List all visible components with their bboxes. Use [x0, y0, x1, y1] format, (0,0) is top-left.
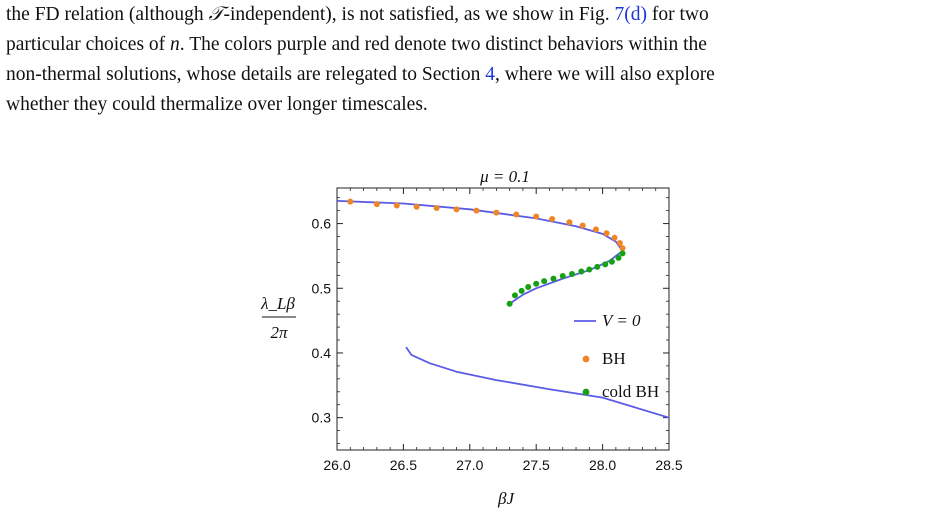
legend-label: V = 0: [602, 311, 641, 330]
bh-point: [453, 206, 460, 213]
legend-label: BH: [602, 349, 626, 368]
cold-bh-point: [578, 268, 585, 275]
cold-bh-point: [619, 250, 626, 257]
bh-point: [373, 201, 380, 208]
bh-point: [592, 226, 599, 233]
x-tick-label: 27.0: [456, 457, 483, 473]
y-tick-label: 0.3: [312, 410, 332, 426]
bh-point: [413, 203, 420, 210]
figure-reference-link[interactable]: 7(d): [614, 4, 648, 25]
legend-label: cold BH: [602, 382, 659, 401]
legend-dot-marker: [582, 388, 590, 396]
y-tick-label: 0.5: [312, 280, 332, 296]
series-line-v0: [336, 200, 624, 252]
x-tick-label: 26.5: [390, 457, 417, 473]
bh-point: [619, 245, 626, 252]
cold-bh-point: [506, 300, 513, 307]
y-axis-label-numerator: λ_Lβ: [260, 294, 295, 313]
bh-point: [393, 202, 400, 209]
bh-point: [616, 239, 623, 246]
y-axis-label: λ_Lβ 2π: [260, 294, 296, 342]
x-tick-label: 26.0: [323, 457, 350, 473]
cold-bh-point: [608, 258, 615, 265]
section-reference-link[interactable]: 4: [485, 64, 495, 85]
x-axis-label: βJ: [497, 489, 515, 508]
series-line-v0: [405, 346, 670, 419]
series-layer: [336, 198, 670, 419]
x-tick-label: 27.5: [523, 457, 550, 473]
y-axis-label-denominator: 2π: [270, 323, 288, 342]
bh-point: [566, 219, 573, 226]
legend-dot-marker: [582, 355, 590, 363]
cold-bh-point: [615, 254, 622, 261]
cold-bh-point: [594, 263, 601, 270]
axis-ticks: 26.0 26.5 27.0 27.5 28.0 28.5 0.3 0.4 0.5 0.6: [312, 188, 683, 473]
cold-bh-point: [559, 272, 566, 279]
bh-point: [513, 211, 520, 218]
bh-point: [603, 230, 610, 237]
paragraph-line-2: particular choices of n. The colors purp…: [6, 34, 707, 55]
cold-bh-point: [541, 278, 548, 285]
bh-point: [611, 234, 618, 241]
series-line-v0: [509, 250, 624, 305]
x-tick-label: 28.5: [655, 457, 682, 473]
bh-point: [473, 207, 480, 214]
body-paragraph: the FD relation (although 𝒯-independent)…: [6, 0, 941, 120]
cold-bh-point: [533, 280, 540, 287]
legend: V = 0 BH cold BH: [574, 311, 659, 401]
bh-point: [493, 209, 500, 216]
bh-point: [347, 198, 354, 205]
chart-title: μ = 0.1: [479, 167, 530, 186]
paragraph-line-3: non-thermal solutions, whose details are…: [6, 64, 715, 85]
cold-bh-point: [569, 271, 576, 278]
cold-bh-point: [550, 275, 557, 282]
plot-frame: [336, 187, 670, 451]
paragraph-line-4: whether they could thermalize over longe…: [6, 94, 428, 115]
cold-bh-point: [518, 287, 525, 294]
cold-bh-point: [602, 261, 609, 268]
bh-point: [433, 205, 440, 212]
y-tick-label: 0.6: [312, 216, 332, 232]
bh-point: [549, 216, 556, 223]
bh-point: [533, 213, 540, 220]
cold-bh-point: [586, 266, 593, 273]
cold-bh-point: [511, 292, 518, 299]
bh-point: [579, 222, 586, 229]
paragraph-line-1: the FD relation (although 𝒯-independent)…: [6, 4, 709, 25]
y-tick-label: 0.4: [312, 345, 332, 361]
cold-bh-point: [525, 283, 532, 290]
x-tick-label: 28.0: [589, 457, 616, 473]
